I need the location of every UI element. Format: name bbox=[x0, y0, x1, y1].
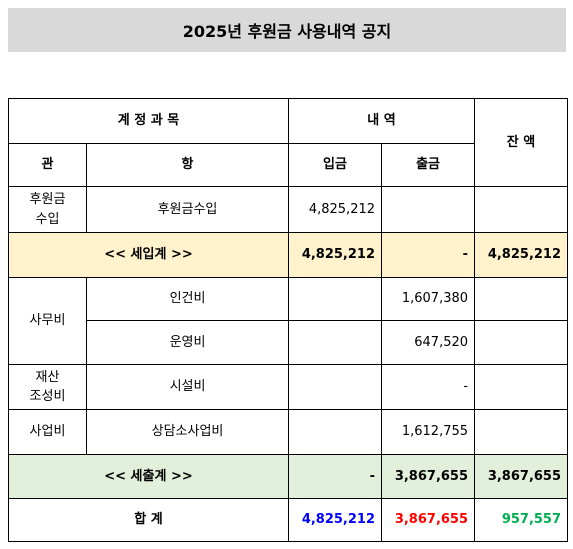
empty-cell bbox=[288, 409, 383, 455]
empty-cell bbox=[474, 320, 569, 365]
gwan-cell: 사업비 bbox=[8, 409, 87, 455]
total-label: 합 계 bbox=[7, 498, 290, 542]
header-cell: 입금 bbox=[288, 143, 383, 187]
hang-cell: 시설비 bbox=[85, 364, 290, 410]
subtotal-label: << 세출계 >> bbox=[7, 454, 290, 499]
income-cell: 4,825,212 bbox=[288, 186, 383, 233]
header-cell: 항 bbox=[85, 143, 290, 187]
expense-cell: - bbox=[381, 364, 476, 410]
empty-cell bbox=[288, 320, 383, 365]
expense-cell: 3,867,655 bbox=[381, 454, 476, 499]
income-cell: 4,825,212 bbox=[288, 498, 383, 542]
expense-cell: 647,520 bbox=[381, 320, 476, 365]
empty-cell bbox=[474, 277, 569, 321]
gwan-cell: 사무비 bbox=[8, 277, 87, 365]
balance-cell: 3,867,655 bbox=[474, 454, 569, 499]
expense-cell: 3,867,655 bbox=[381, 498, 476, 542]
empty-cell bbox=[474, 364, 569, 410]
empty-cell bbox=[474, 409, 569, 455]
gwan-cell: 재산 조성비 bbox=[8, 364, 87, 410]
income-cell: - bbox=[288, 454, 383, 499]
header-cell: 잔 액 bbox=[474, 98, 569, 187]
empty-cell bbox=[474, 186, 569, 233]
expense-cell: - bbox=[381, 232, 476, 278]
income-cell: 4,825,212 bbox=[288, 232, 383, 278]
empty-cell bbox=[381, 186, 476, 233]
page-title: 2025년 후원금 사용내역 공지 bbox=[8, 8, 566, 52]
subtotal-label: << 세입계 >> bbox=[7, 232, 290, 278]
hang-cell: 후원금수입 bbox=[85, 186, 290, 233]
header-cell: 내 역 bbox=[288, 98, 476, 144]
header-cell: 출금 bbox=[381, 143, 476, 187]
balance-cell: 957,557 bbox=[474, 498, 569, 542]
hang-cell: 인건비 bbox=[85, 277, 290, 321]
hang-cell: 상담소사업비 bbox=[85, 409, 290, 455]
hang-cell: 운영비 bbox=[85, 320, 290, 365]
balance-cell: 4,825,212 bbox=[474, 232, 569, 278]
empty-cell bbox=[288, 277, 383, 321]
header-cell: 관 bbox=[8, 143, 87, 187]
gwan-cell: 후원금 수입 bbox=[8, 186, 87, 233]
expense-cell: 1,612,755 bbox=[381, 409, 476, 455]
empty-cell bbox=[288, 364, 383, 410]
header-cell: 계 정 과 목 bbox=[7, 98, 290, 144]
expense-cell: 1,607,380 bbox=[381, 277, 476, 321]
